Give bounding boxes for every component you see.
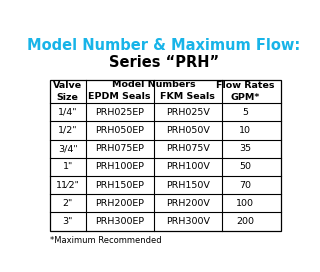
- Bar: [50, 80, 281, 231]
- Text: Valve
Size: Valve Size: [53, 81, 82, 101]
- Text: 1": 1": [63, 162, 73, 171]
- Text: *Maximum Recommended: *Maximum Recommended: [50, 236, 162, 245]
- Text: Model Number & Maximum Flow:: Model Number & Maximum Flow:: [28, 38, 300, 53]
- Text: PRH100V: PRH100V: [166, 162, 210, 171]
- Text: 35: 35: [239, 144, 252, 153]
- Text: PRH025V: PRH025V: [166, 108, 210, 117]
- Text: PRH100EP: PRH100EP: [95, 162, 144, 171]
- Text: 11⁄2": 11⁄2": [56, 181, 80, 190]
- Text: Flow Rates
GPM*: Flow Rates GPM*: [216, 81, 275, 101]
- Text: PRH300V: PRH300V: [166, 217, 210, 226]
- Text: PRH050V: PRH050V: [166, 126, 210, 135]
- Text: PRH150EP: PRH150EP: [95, 181, 144, 190]
- Text: 3": 3": [63, 217, 73, 226]
- Text: Model Numbers: Model Numbers: [112, 81, 196, 89]
- Text: 100: 100: [236, 199, 254, 208]
- Text: 200: 200: [236, 217, 254, 226]
- Text: 3/4": 3/4": [58, 144, 78, 153]
- Text: 1/2": 1/2": [58, 126, 77, 135]
- Text: Series “PRH”: Series “PRH”: [109, 55, 219, 70]
- Text: PRH200EP: PRH200EP: [95, 199, 144, 208]
- Text: EPDM Seals: EPDM Seals: [88, 92, 151, 101]
- Text: PRH075V: PRH075V: [166, 144, 210, 153]
- Text: PRH200V: PRH200V: [166, 199, 210, 208]
- Text: PRH150V: PRH150V: [166, 181, 210, 190]
- Text: FKM Seals: FKM Seals: [160, 92, 215, 101]
- Text: PRH050EP: PRH050EP: [95, 126, 144, 135]
- Text: 2": 2": [63, 199, 73, 208]
- Text: PRH300EP: PRH300EP: [95, 217, 144, 226]
- Text: 1/4": 1/4": [58, 108, 77, 117]
- Text: PRH075EP: PRH075EP: [95, 144, 144, 153]
- Text: 5: 5: [242, 108, 248, 117]
- Text: 50: 50: [239, 162, 252, 171]
- Text: PRH025EP: PRH025EP: [95, 108, 144, 117]
- Text: 70: 70: [239, 181, 252, 190]
- Text: 10: 10: [239, 126, 252, 135]
